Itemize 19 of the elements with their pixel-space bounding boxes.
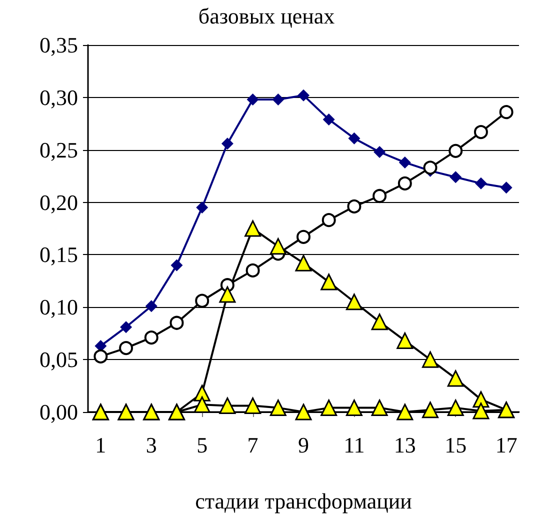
x-tick-label: 11 [344, 432, 365, 458]
x-tick-label: 3 [146, 432, 157, 458]
y-tick-label: 0,10 [40, 294, 78, 320]
x-tick-label: 15 [444, 432, 467, 458]
x-tick-label: 1 [95, 432, 106, 458]
y-tick-label: 0,15 [40, 242, 78, 268]
y-tick-label: 0,20 [40, 190, 78, 215]
y-tick-label: 0,05 [40, 347, 78, 372]
x-tick-label: 17 [495, 432, 518, 458]
x-tick-label: 7 [247, 432, 258, 458]
y-tick-label: 0,35 [40, 32, 78, 58]
x-tick-label: 13 [394, 432, 416, 458]
y-tick-label: 0,25 [40, 137, 78, 162]
chart-title: базовых ценах [198, 4, 335, 28]
x-axis-title: стадии трансформации [195, 488, 412, 514]
x-tick-label: 5 [196, 432, 208, 458]
y-tick-label: 0,30 [40, 84, 78, 110]
x-tick-label: 9 [298, 432, 309, 458]
y-tick-label: 0,00 [40, 400, 78, 424]
